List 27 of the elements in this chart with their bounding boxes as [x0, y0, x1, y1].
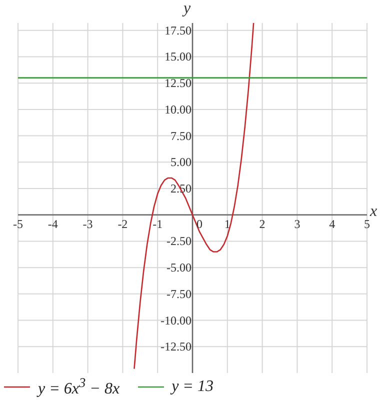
legend-label: y = 13	[172, 378, 214, 396]
y-tick-label: 7.50	[170, 128, 192, 143]
x-tick-label: -1	[152, 216, 163, 231]
y-tick-label: 17.50	[164, 23, 192, 38]
y-tick-label: 10.00	[164, 102, 192, 116]
y-tick-label: -2.50	[166, 234, 192, 248]
y-tick-label: 15.00	[164, 50, 192, 64]
y-tick-label: 5.00	[170, 155, 192, 170]
x-tick-label: -4	[48, 216, 58, 231]
y-tick-label: -10.00	[160, 313, 192, 328]
x-tick-label: 0	[196, 216, 202, 231]
x-tick-label: -3	[82, 216, 93, 231]
y-tick-label: 12.50	[164, 76, 192, 90]
y-tick-label: -12.50	[160, 340, 192, 354]
x-axis-title: x	[370, 202, 378, 221]
x-tick-label: 5	[364, 216, 370, 231]
y-tick-label: -5.00	[166, 260, 192, 275]
legend-label: y = 6x$^{3}$ − 8x	[38, 375, 120, 398]
y-tick-label: -7.50	[166, 286, 192, 301]
x-tick-label: 1	[224, 216, 230, 231]
line-series	[134, 23, 254, 370]
x-tick-label: 3	[294, 216, 300, 231]
y-axis-title: y	[184, 0, 191, 18]
x-tick-label: 4	[329, 216, 336, 231]
x-tick-label: 2	[259, 216, 266, 231]
x-tick-label: -5	[13, 216, 23, 231]
x-tick-label: -2	[118, 216, 128, 231]
